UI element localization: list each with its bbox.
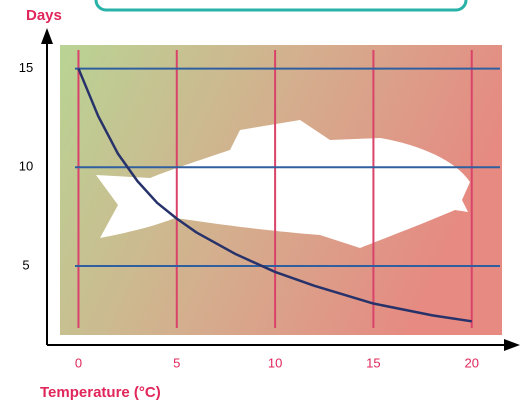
x-axis-title: Temperature (°C): [40, 384, 161, 401]
y-tick-label: 15: [19, 60, 33, 75]
x-tick-label: 20: [465, 355, 479, 370]
y-axis-title: Days: [26, 7, 62, 24]
header-box: [94, 0, 468, 12]
y-tick-label: 5: [22, 257, 29, 272]
x-tick-label: 10: [268, 355, 282, 370]
y-tick-label: 10: [19, 159, 33, 174]
x-tick-label: 0: [75, 355, 82, 370]
y-axis-arrow: [41, 28, 53, 44]
data-line: [77, 68, 472, 323]
x-tick-label: 5: [173, 355, 180, 370]
x-tick-label: 15: [366, 355, 380, 370]
fish-silhouette: [96, 120, 470, 248]
x-axis-arrow: [504, 339, 520, 351]
